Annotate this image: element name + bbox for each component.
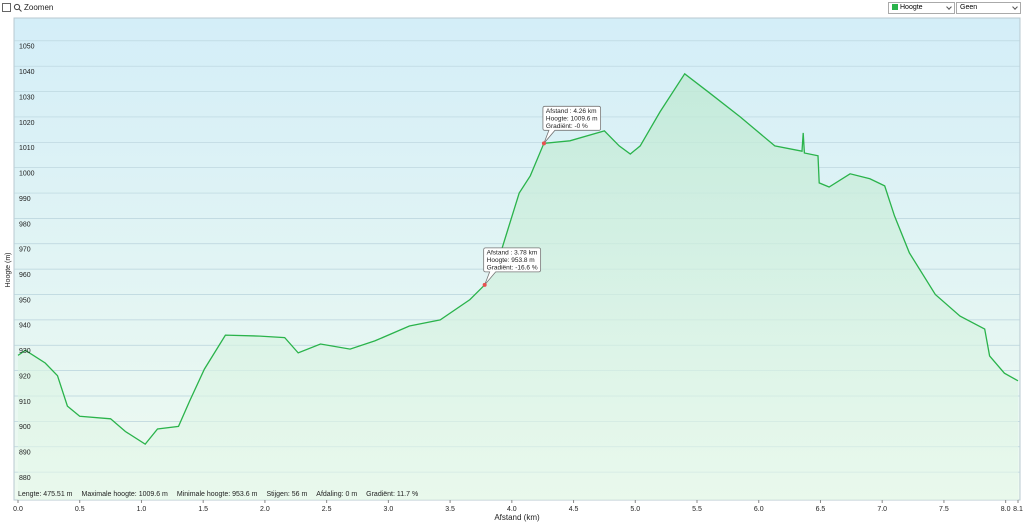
- x-tick-label: 1.5: [198, 506, 208, 513]
- x-tick-label: 7.5: [939, 506, 949, 513]
- overlay-select[interactable]: Geen: [956, 2, 1021, 14]
- y-tick-label: 880: [19, 475, 31, 482]
- y-tick-label: 1030: [19, 94, 35, 101]
- x-tick-label: 2.5: [322, 506, 332, 513]
- y-tick-label: 1000: [19, 171, 35, 178]
- x-tick-label: 3.0: [384, 506, 394, 513]
- y-tick-label: 1050: [19, 44, 35, 51]
- y-tick-label: 960: [19, 272, 31, 279]
- stat: Afdaling: 0 m: [316, 491, 357, 498]
- y-tick-label: 990: [19, 196, 31, 203]
- x-tick-label: 0.5: [75, 506, 85, 513]
- x-tick-label: 2.0: [260, 506, 270, 513]
- x-tick-label: 5.0: [630, 506, 640, 513]
- y-tick-label: 920: [19, 373, 31, 380]
- x-tick-label: 3.5: [445, 506, 455, 513]
- zoom-control[interactable]: Zoomen: [2, 3, 53, 12]
- stat: Maximale hoogte: 1009.6 m: [82, 491, 169, 498]
- y-tick-label: 890: [19, 450, 31, 457]
- x-axis-title: Afstand (km): [494, 513, 540, 522]
- stat: Stijgen: 56 m: [266, 491, 307, 498]
- y-axis-title: Hoogte (m): [5, 252, 12, 287]
- y-tick-label: 980: [19, 221, 31, 228]
- x-tick-label: 6.0: [754, 506, 764, 513]
- y-tick-label: 940: [19, 323, 31, 330]
- stat: Minimale hoogte: 953.6 m: [177, 491, 258, 498]
- tooltip-box: [542, 105, 602, 144]
- x-tick-label: 0.0: [13, 506, 23, 513]
- y-tick-label: 900: [19, 424, 31, 431]
- x-tick-label: 8.0: [1001, 506, 1011, 513]
- x-tick-label: 4.5: [569, 506, 579, 513]
- tooltip-line: Hoogte: 953.8 m: [487, 257, 535, 264]
- tooltip-line: Hoogte: 1009.6 m: [546, 116, 598, 123]
- tooltip-box: [483, 247, 542, 286]
- y-tick-label: 1040: [19, 69, 35, 76]
- x-tick-label: 4.0: [507, 506, 517, 513]
- checkbox[interactable]: [2, 3, 11, 12]
- stat: Gradiënt: 11.7 %: [366, 491, 418, 498]
- tooltip-line: Gradiënt: -0 %: [546, 123, 588, 130]
- x-tick-label: 1.0: [137, 506, 147, 513]
- x-tick-label: 7.0: [877, 506, 887, 513]
- magnifier-icon: [13, 3, 22, 12]
- y-tick-label: 1010: [19, 145, 35, 152]
- area: [18, 73, 1018, 501]
- y-tick-label: 1020: [19, 120, 35, 127]
- stat: Lengte: 475.51 m: [18, 491, 73, 498]
- y-tick-label: 950: [19, 297, 31, 304]
- x-tick-label: 5.5: [692, 506, 702, 513]
- point-marker: [482, 282, 487, 287]
- overlay-select-label: Geen: [960, 4, 978, 11]
- tooltip-line: Afstand : 3.78 km: [487, 250, 538, 257]
- y-tick-label: 910: [19, 399, 31, 406]
- x-tick-label: 6.5: [816, 506, 826, 513]
- y-tick-label: 930: [19, 348, 31, 355]
- series-select-label: Hoogte: [900, 4, 923, 11]
- point-marker: [541, 141, 546, 146]
- tooltip-line: Gradiënt: -16.6 %: [487, 265, 538, 272]
- tooltip-line: Afstand : 4.26 km: [546, 108, 597, 115]
- series-select[interactable]: Hoogte: [888, 2, 955, 14]
- zoom-label: Zoomen: [24, 3, 54, 12]
- y-tick-label: 970: [19, 247, 31, 254]
- series-swatch: [892, 4, 898, 10]
- x-tick-label: 8.1: [1013, 506, 1023, 513]
